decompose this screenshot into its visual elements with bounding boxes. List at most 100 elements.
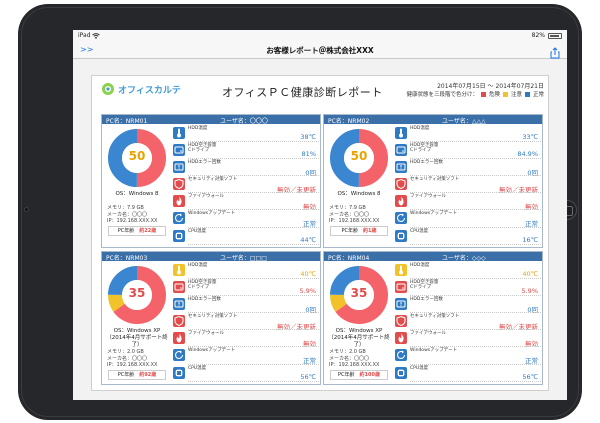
metric-label-text: Cドライブ — [188, 285, 210, 291]
metric-value: 33℃ — [522, 133, 538, 141]
shield-icon — [395, 178, 407, 191]
metric-row-hdd-space: HDD空き容量 Cドライブ 84.9% — [395, 143, 541, 160]
pc-panel: PC名：NRM04 ユーザ名：◇◇◇ 35 OS：Windows XP（2014年4月… — [323, 251, 543, 385]
device-name: iPad — [78, 32, 91, 39]
metric-label: ファイアウォール — [410, 194, 446, 199]
metric-label: CPU温度 — [188, 366, 206, 371]
maker: メーカ名：〇〇〇 — [107, 355, 148, 362]
metric-label-text: Windowsアップデート — [410, 348, 458, 354]
firewall-icon — [395, 195, 407, 208]
metric-label: HDDエラー回数 — [410, 297, 443, 302]
metric-value: 44℃ — [300, 235, 316, 244]
thermometer-icon — [173, 264, 185, 276]
ipad-frame: iPad 82% >> お客様レポート＠株式会社XXX — [18, 4, 582, 420]
metric-label-text: CPU温度 — [410, 228, 429, 234]
metric-label: CPU温度 — [188, 229, 206, 234]
metric-label: セキュリティ対策ソフト — [410, 177, 459, 182]
health-donut-chart: 35 — [107, 265, 167, 325]
pc-age-box: PC年齢 約100歳 — [330, 370, 388, 380]
metric-row-winupdate: Windowsアップデート正常 — [173, 348, 319, 365]
hard-disk-icon — [395, 144, 407, 157]
metric-label-text: ファイアウォール — [410, 194, 446, 200]
camera — [24, 207, 29, 212]
metric-label-text: Windowsアップデート — [188, 348, 236, 354]
metric-label: ファイアウォール — [188, 194, 224, 199]
expand-button[interactable]: >> — [80, 45, 94, 54]
metric-label: HDD空き容量 Cドライブ — [410, 280, 438, 290]
metric-row-winupdate: Windowsアップデート 正常 — [395, 211, 541, 228]
row-divider — [410, 158, 541, 160]
health-metrics: HDD温度 40℃ HDD空き容量 Cドライブ 5.9% HDDエラー回数 0回 セキュリティ… — [173, 263, 319, 383]
metric-value: 5.9% — [521, 287, 538, 296]
metric-value: 0回 — [527, 306, 538, 315]
metric-label-text: Windowsアップデート — [410, 211, 458, 217]
row-divider — [188, 226, 319, 228]
metric-row-cpu-temp: CPU温度 16℃ — [395, 229, 541, 246]
pc-age-box: PC年齢 約92歳 — [108, 370, 166, 380]
metric-row-security: セキュリティ対策ソフト 無効／未更新 — [173, 177, 319, 194]
row-divider — [410, 363, 541, 365]
health-metrics: HDD温度 33℃ HDD空き容量 Cドライブ 84.9% HDDエラー回数 0回 セキュリテ… — [395, 126, 541, 246]
pc-specs: メモリ：7.9 GB メーカ名：〇〇〇 IP：192.168.XXX.XX — [329, 205, 379, 225]
row-divider — [410, 141, 541, 143]
metric-label-text: HDDエラー回数 — [410, 160, 443, 166]
metric-row-firewall: ファイアウォール無効 — [173, 331, 319, 348]
metric-row-security: セキュリティ対策ソフト 無効／未更新 — [173, 314, 319, 331]
metric-label-text: HDDエラー回数 — [188, 297, 221, 303]
health-score: 35 — [350, 286, 368, 300]
ip-address: IP：192.168.XXX.XX — [329, 218, 380, 224]
shield-icon — [173, 178, 185, 191]
metric-label: CPU温度 — [410, 366, 428, 371]
thermometer-icon — [395, 264, 407, 276]
metric-row-winupdate: Windowsアップデート 正常 — [395, 348, 541, 365]
metric-label-text: HDD温度 — [410, 263, 430, 268]
content-area[interactable]: オフィスカルテ オフィスＰＣ健康診断レポート 2014年07月15日 ～ 201… — [73, 59, 567, 400]
pc-specs: メモリ：2.0 GB メーカ名：〇〇〇 IP：192.168.XXX.XX — [329, 349, 379, 369]
status-legend: 健康状態を三段階で色分け： 危険 注意 正常 — [406, 90, 544, 98]
pc-panel-header: PC名：NRM01 ユーザ名：〇〇〇 — [102, 115, 320, 125]
metric-row-hdd-temp: HDD温度 40℃ — [395, 263, 541, 280]
metric-label: HDD温度 — [188, 263, 207, 268]
row-divider — [410, 278, 541, 280]
os-label: OS：Windows 8 — [337, 191, 381, 197]
metric-value: 正常 — [303, 357, 316, 366]
pc-age-value: 約100歳 — [359, 372, 380, 378]
metric-label: HDD温度 — [410, 263, 429, 268]
metric-label-text: HDDエラー回数 — [188, 160, 221, 166]
report-sheet: オフィスカルテ オフィスＰＣ健康診断レポート 2014年07月15日 ～ 201… — [91, 75, 549, 391]
disk-error-icon — [173, 298, 185, 311]
metric-value: 無効／未更新 — [277, 323, 316, 332]
share-icon[interactable] — [550, 44, 560, 63]
metric-label-text: CPU温度 — [410, 365, 429, 371]
pc-age-value: 約22歳 — [139, 228, 157, 234]
device-label: iPad — [78, 32, 101, 39]
metric-label-text: セキュリティ対策ソフト — [188, 177, 238, 183]
hard-disk-icon — [173, 281, 185, 294]
thermometer-icon — [395, 127, 407, 139]
pc-summary: 35 OS：Windows XP（2014年4月サポート終了） メモリ：2.0 GB… — [102, 262, 172, 384]
nav-bar: >> お客様レポート＠株式会社XXX — [73, 41, 567, 59]
legend-swatch-danger — [480, 91, 486, 97]
row-divider — [410, 226, 541, 228]
metric-label: HDD空き容量 Cドライブ — [188, 143, 216, 153]
pc-age-label: PC年齢 — [117, 228, 135, 234]
user-name: ユーザ名：〇〇〇 — [220, 118, 268, 125]
metric-label-text: ファイアウォール — [188, 331, 224, 337]
row-divider — [188, 158, 319, 160]
metric-value: 56℃ — [300, 372, 316, 381]
thermometer-icon — [173, 127, 185, 139]
cpu-icon — [173, 366, 185, 379]
metric-value: 5.9% — [299, 287, 316, 296]
metric-row-hdd-temp: HDD温度 40℃ — [173, 263, 319, 280]
metric-label-text: CPU温度 — [188, 365, 207, 371]
metric-value: 無効 — [303, 340, 316, 349]
pc-name: PC名：NRM01 — [106, 118, 148, 125]
firewall-icon — [173, 332, 185, 345]
metric-label-text: HDD空き容量 — [410, 280, 439, 286]
date-range: 2014年07月15日 ～ 2014年07月21日 — [437, 83, 544, 90]
row-divider — [188, 363, 319, 365]
metric-value: 38℃ — [300, 133, 316, 141]
metric-row-hdd-error: HDDエラー回数 0回 — [173, 160, 319, 177]
metric-label: HDD温度 — [188, 126, 207, 131]
firewall-icon — [395, 332, 407, 345]
